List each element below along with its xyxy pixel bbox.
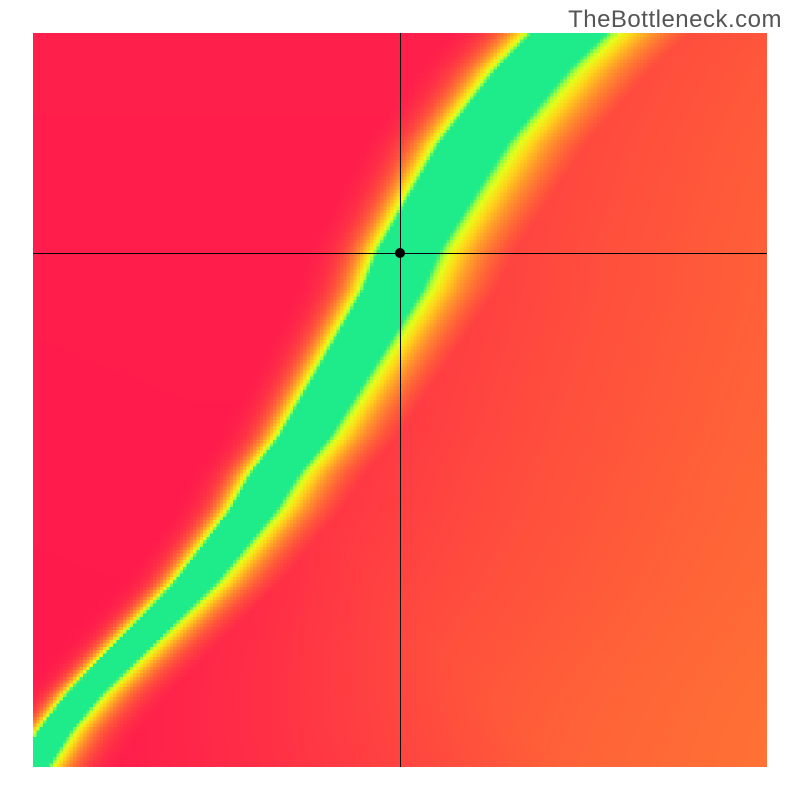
watermark-text: TheBottleneck.com [568, 6, 782, 34]
chart-container: TheBottleneck.com [0, 0, 800, 800]
crosshair-vertical [400, 33, 401, 767]
crosshair-marker [395, 248, 405, 258]
